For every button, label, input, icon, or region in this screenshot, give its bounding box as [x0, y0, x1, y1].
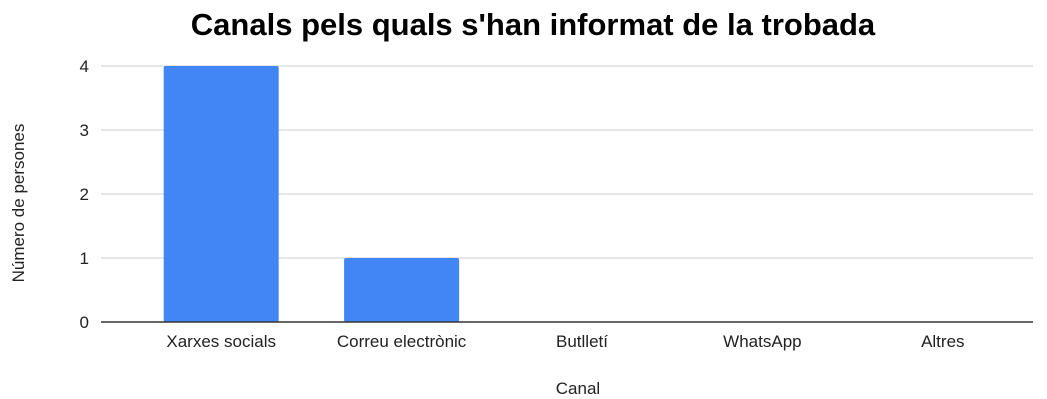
bar [163, 66, 279, 322]
y-tick-label: 0 [80, 313, 89, 332]
x-tick-label: WhatsApp [723, 332, 801, 351]
x-tick-label: Xarxes socials [166, 332, 276, 351]
bars [163, 66, 460, 322]
x-axis-title: Canal [556, 379, 600, 398]
y-axis-ticks: 0 1 2 3 4 [80, 57, 89, 332]
y-axis-title: Número de persones [9, 124, 28, 283]
chart-title: Canals pels quals s'han informat de la t… [191, 7, 876, 42]
y-tick-label: 1 [80, 249, 89, 268]
y-tick-label: 2 [80, 185, 89, 204]
x-axis-ticks: Xarxes socials Correu electrònic Butlletí W… [166, 332, 964, 351]
bar [344, 258, 460, 322]
x-tick-label: Altres [921, 332, 964, 351]
x-tick-label: Correu electrònic [337, 332, 467, 351]
y-tick-label: 4 [80, 57, 89, 76]
y-tick-label: 3 [80, 121, 89, 140]
x-tick-label: Butlletí [556, 332, 608, 351]
